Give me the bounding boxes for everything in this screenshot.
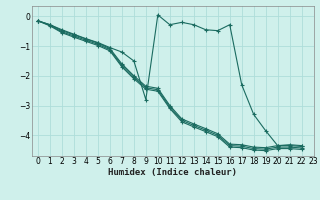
- X-axis label: Humidex (Indice chaleur): Humidex (Indice chaleur): [108, 168, 237, 177]
